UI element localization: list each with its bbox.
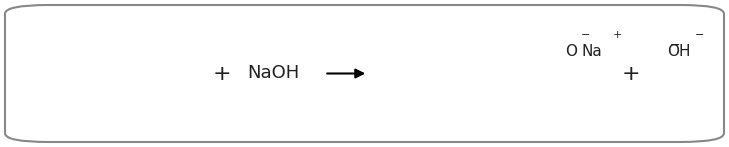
Text: O̅H: O̅H: [667, 44, 690, 59]
Text: NaOH: NaOH: [247, 65, 300, 82]
Text: +: +: [612, 30, 622, 40]
Text: Na: Na: [581, 44, 601, 59]
Text: O: O: [565, 44, 577, 59]
FancyBboxPatch shape: [5, 5, 724, 142]
Text: +: +: [621, 64, 640, 83]
Text: +: +: [213, 64, 232, 83]
Text: −: −: [695, 30, 704, 40]
Text: −: −: [581, 30, 590, 40]
